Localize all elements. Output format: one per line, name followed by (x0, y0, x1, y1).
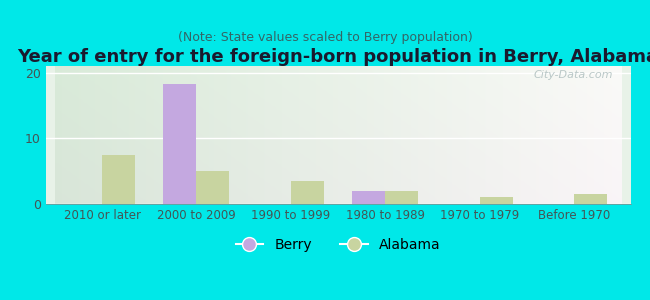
Text: (Note: State values scaled to Berry population): (Note: State values scaled to Berry popu… (177, 32, 473, 44)
Bar (385, 191, 418, 204)
Bar (352, 191, 385, 204)
Bar (574, 194, 607, 204)
Bar (291, 181, 324, 204)
Bar (196, 171, 229, 204)
Legend: Berry, Alabama: Berry, Alabama (230, 233, 446, 258)
Text: City-Data.com: City-Data.com (534, 70, 613, 80)
Bar (102, 155, 135, 204)
Bar (163, 84, 196, 204)
Bar (480, 197, 513, 204)
Title: Year of entry for the foreign-born population in Berry, Alabama: Year of entry for the foreign-born popul… (18, 48, 650, 66)
